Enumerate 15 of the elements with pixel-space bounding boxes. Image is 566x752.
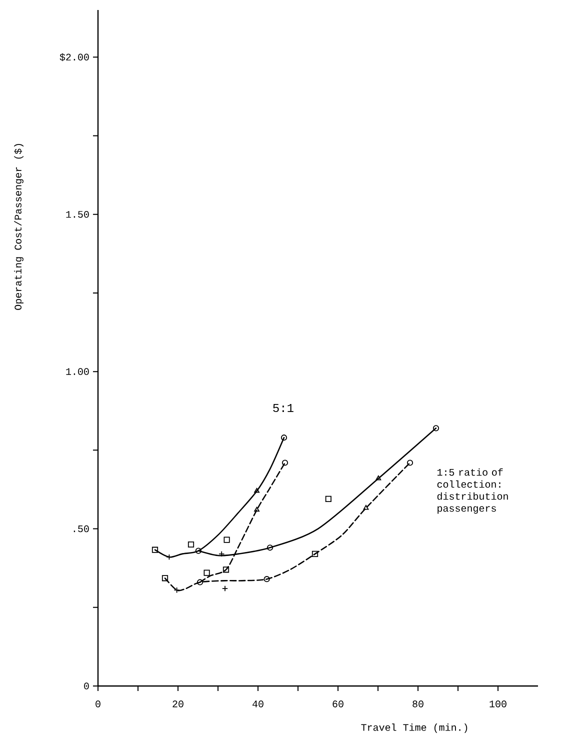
x-tick-label: 20 bbox=[172, 700, 184, 708]
annotation: 5:1 bbox=[273, 404, 294, 412]
x-tick-label: 80 bbox=[412, 700, 424, 708]
y-tick-label: 0 bbox=[84, 682, 89, 690]
x-axis-title: Travel Time (min.) bbox=[361, 724, 468, 733]
x-tick-label: 0 bbox=[96, 700, 100, 708]
annotation: 1:5 ratio of collection: distribution passengers bbox=[437, 468, 508, 514]
x-tick-label: 40 bbox=[252, 700, 264, 708]
y-tick-label: .50 bbox=[74, 525, 89, 532]
y-tick-label: $2.00 bbox=[60, 53, 89, 62]
x-tick-label: 60 bbox=[332, 700, 344, 708]
x-tick-label: 100 bbox=[490, 700, 506, 708]
y-tick-label: 1.50 bbox=[66, 210, 89, 218]
y-tick-label: 1.00 bbox=[66, 368, 89, 375]
y-axis-title: Operating Cost/Passenger ($) bbox=[14, 144, 24, 310]
